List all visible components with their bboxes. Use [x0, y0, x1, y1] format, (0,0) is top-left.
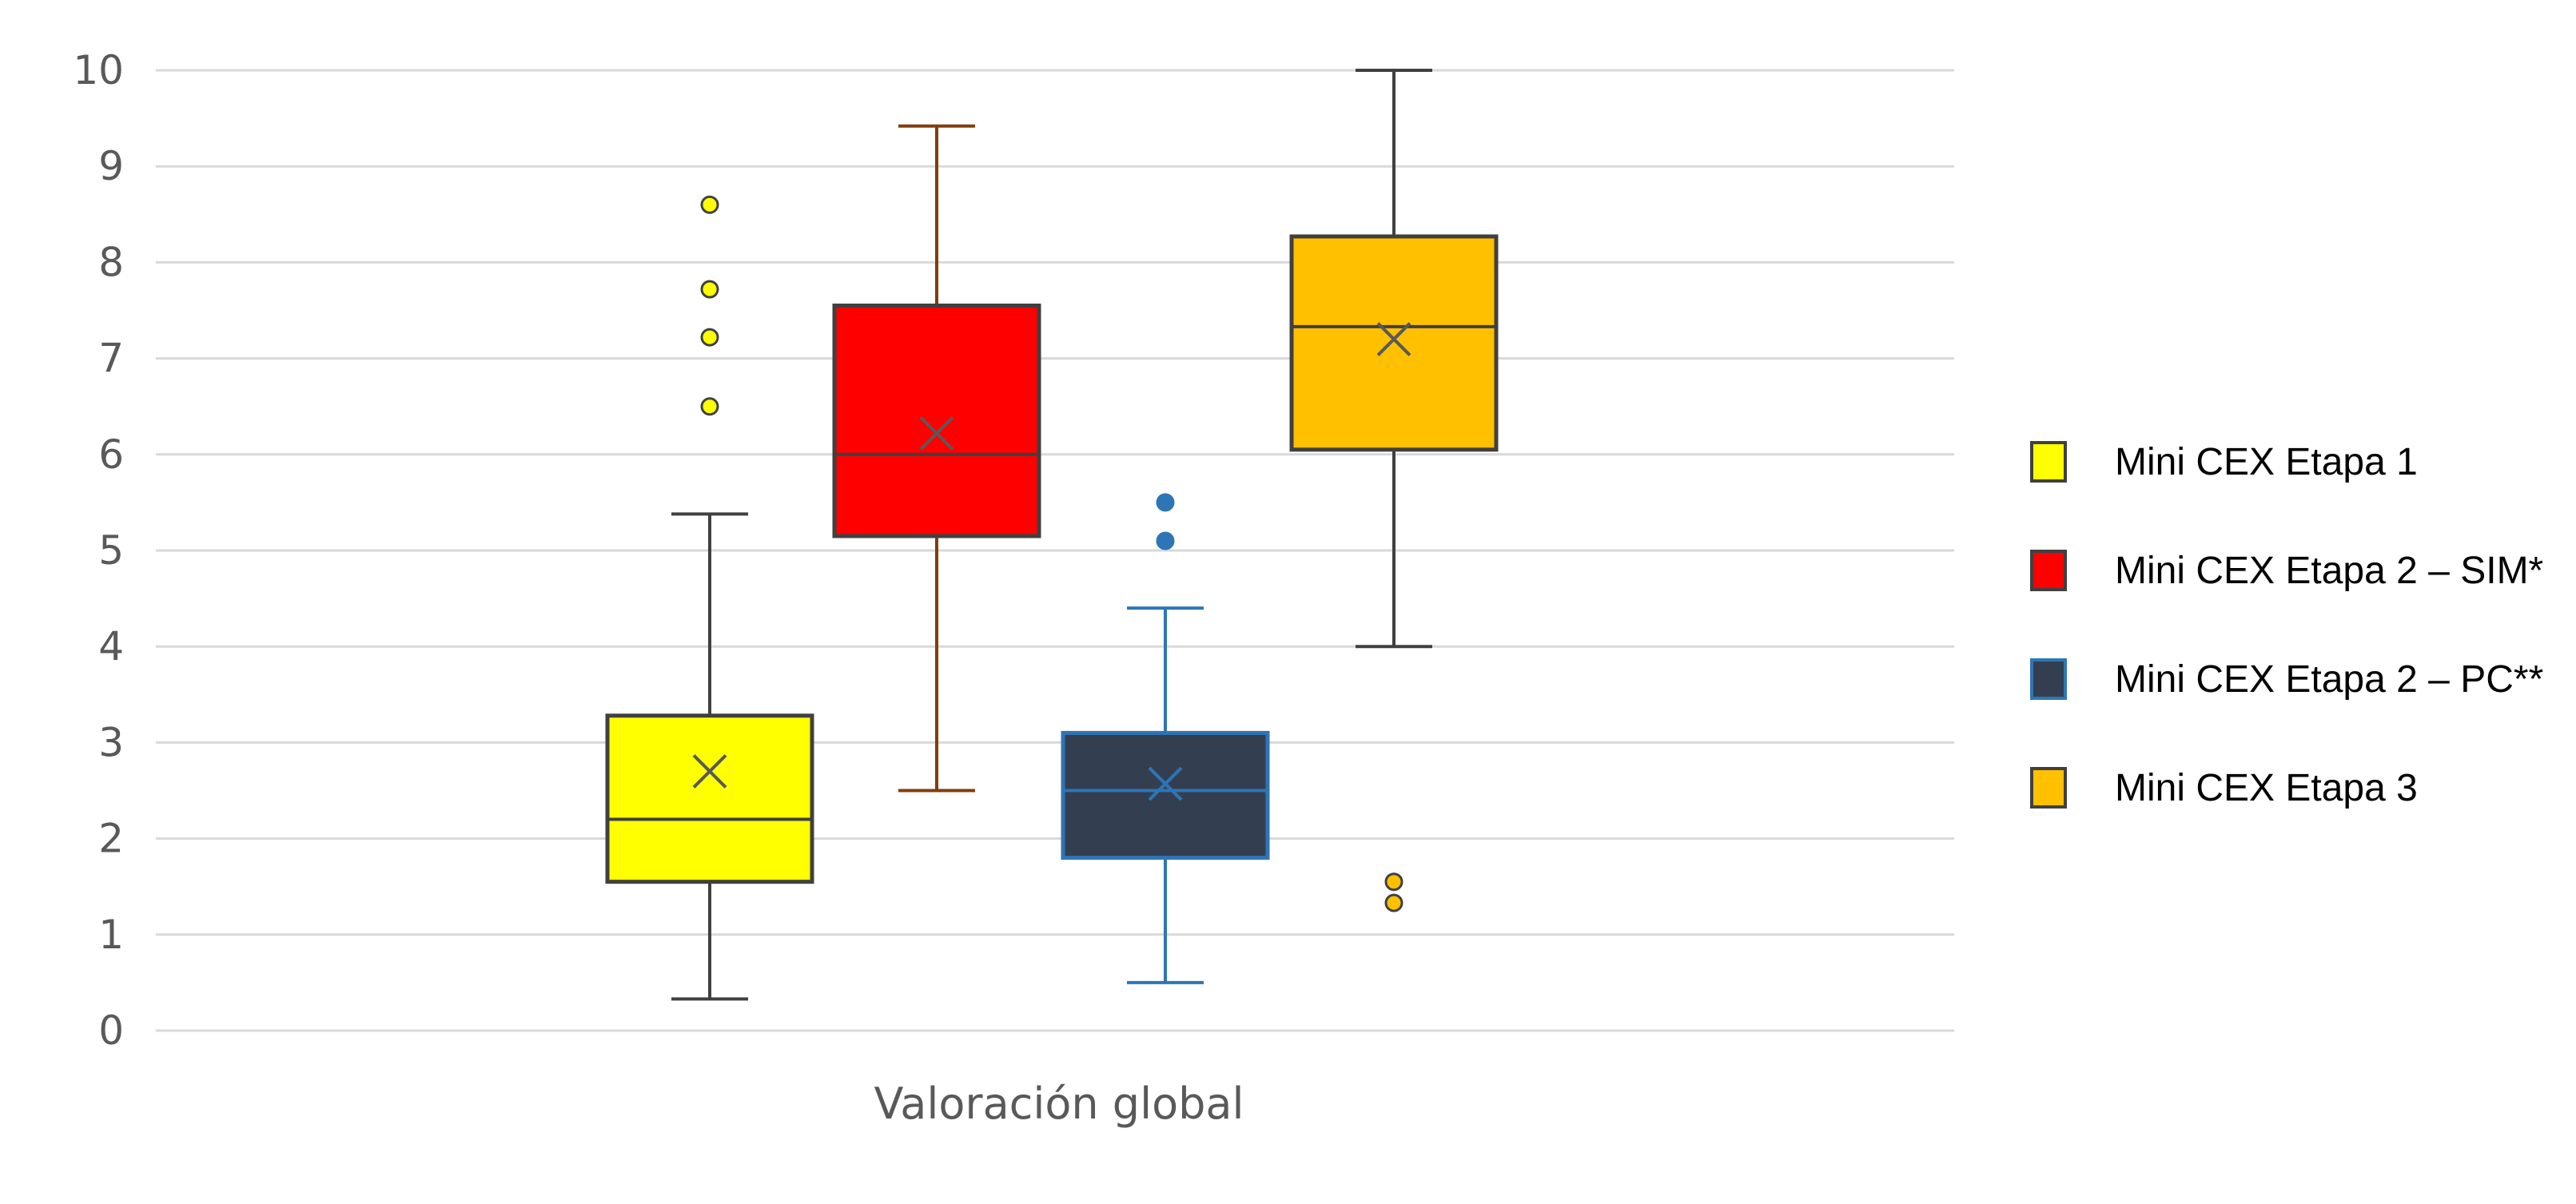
y-axis: 0 1 2 3 4 5 6 7 8 9 10 [73, 47, 124, 1054]
y-tick-label-10: 10 [73, 47, 124, 93]
legend-item-etapa-1: Mini CEX Etapa 1 [2030, 407, 2574, 516]
box-series-4 [1289, 69, 1499, 912]
y-tick-label-9: 9 [98, 143, 124, 189]
iqr-box [1061, 730, 1270, 860]
y-tick-label-5: 5 [98, 527, 124, 574]
gridlines [156, 69, 1954, 1032]
outlier-point [1156, 493, 1175, 512]
y-tick-label-3: 3 [98, 719, 124, 765]
outlier-point [1384, 872, 1403, 892]
iqr-box [1289, 234, 1499, 452]
legend-item-etapa-2-pc: Mini CEX Etapa 2 – PC** [2030, 625, 2574, 733]
legend-label-etapa-1: Mini CEX Etapa 1 [2115, 440, 2418, 483]
outlier-point [1384, 893, 1403, 912]
legend-swatch-etapa-2-sim [2030, 550, 2067, 591]
outlier-point [1156, 531, 1175, 550]
y-tick-label-6: 6 [98, 431, 124, 478]
boxes [605, 69, 1499, 1001]
mean-marker [1376, 322, 1411, 356]
outlier-point [700, 280, 719, 299]
boxplot-chart: 0 1 2 3 4 5 6 7 8 9 10 Valoración global [73, 47, 1954, 1129]
x-axis-label: Valoración global [874, 1079, 1244, 1129]
box-series-2 [832, 124, 1041, 793]
iqr-box [832, 303, 1041, 538]
legend-swatch-etapa-2-pc [2030, 658, 2067, 700]
y-tick-label-7: 7 [98, 336, 124, 382]
y-tick-label-2: 2 [98, 816, 124, 862]
mean-marker [1148, 766, 1183, 801]
legend-item-etapa-2-sim: Mini CEX Etapa 2 – SIM* [2030, 516, 2574, 625]
box-series-1 [605, 195, 814, 1001]
y-tick-label-4: 4 [98, 623, 124, 670]
mean-marker [692, 754, 727, 789]
outlier-point [700, 328, 719, 347]
outlier-point [700, 195, 719, 214]
y-tick-label-8: 8 [98, 239, 124, 285]
box-series-3 [1061, 493, 1270, 984]
outlier-point [700, 397, 719, 416]
mean-marker [919, 415, 954, 451]
y-tick-label-1: 1 [98, 912, 124, 958]
legend-label-etapa-3: Mini CEX Etapa 3 [2115, 766, 2418, 809]
legend-label-etapa-2-pc: Mini CEX Etapa 2 – PC** [2115, 658, 2544, 701]
legend-item-etapa-3: Mini CEX Etapa 3 [2030, 733, 2574, 842]
legend-swatch-etapa-3 [2030, 767, 2067, 809]
legend-label-etapa-2-sim: Mini CEX Etapa 2 – SIM* [2115, 549, 2544, 592]
legend: Mini CEX Etapa 1 Mini CEX Etapa 2 – SIM*… [2030, 407, 2574, 842]
y-tick-label-0: 0 [98, 1007, 124, 1054]
iqr-box [605, 713, 814, 884]
legend-swatch-etapa-1 [2030, 441, 2067, 483]
